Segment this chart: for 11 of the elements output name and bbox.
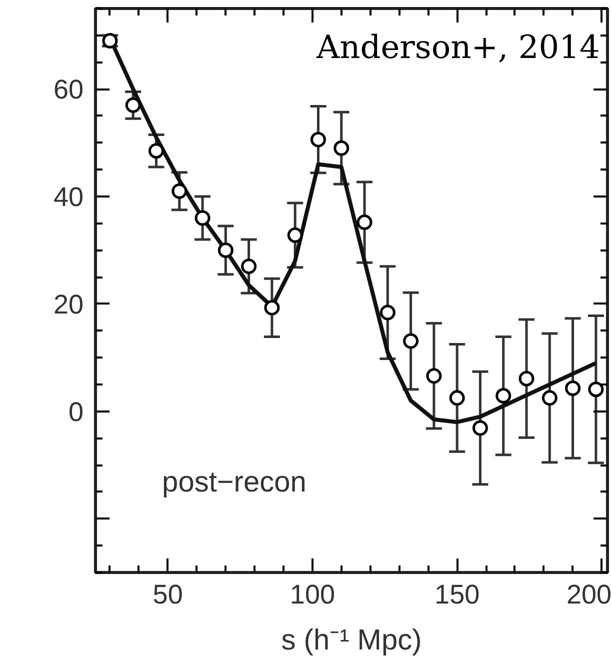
x-tick-label: 100 bbox=[290, 580, 335, 610]
x-tick-label: 50 bbox=[152, 580, 183, 610]
y-tick-label: 40 bbox=[53, 182, 84, 212]
x-axis-title: s (h⁻¹ Mpc) bbox=[281, 624, 422, 656]
y-tick-label: 20 bbox=[53, 289, 84, 320]
x-tick-label: 200 bbox=[566, 580, 611, 610]
annotation: post−recon bbox=[162, 466, 306, 498]
annotation: Anderson+, 2014 bbox=[315, 28, 600, 66]
y-tick-label: 0 bbox=[68, 396, 84, 427]
x-tick-label: 150 bbox=[434, 580, 480, 610]
y-tick-label: 60 bbox=[53, 74, 84, 105]
